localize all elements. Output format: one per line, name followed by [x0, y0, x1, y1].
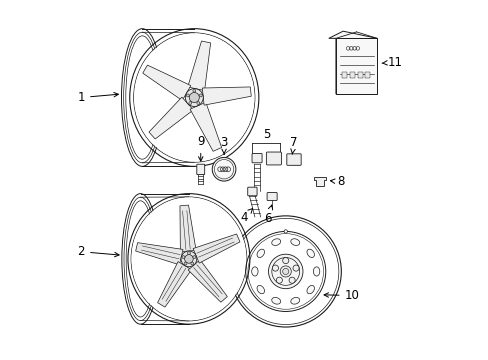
FancyBboxPatch shape [286, 154, 301, 165]
Ellipse shape [271, 297, 280, 304]
FancyBboxPatch shape [247, 187, 257, 196]
Ellipse shape [134, 33, 254, 162]
Text: 8: 8 [330, 175, 345, 188]
Polygon shape [328, 31, 376, 94]
Text: 5: 5 [262, 127, 269, 141]
Bar [349, 72, 354, 78]
Ellipse shape [290, 297, 299, 304]
Text: 2: 2 [78, 245, 119, 258]
Ellipse shape [290, 239, 299, 246]
Text: 9: 9 [197, 135, 204, 161]
Circle shape [182, 256, 184, 258]
Circle shape [288, 277, 295, 283]
Polygon shape [180, 205, 196, 252]
Circle shape [192, 89, 195, 92]
Text: 1: 1 [78, 91, 118, 104]
Polygon shape [314, 177, 325, 186]
Bar [341, 72, 346, 78]
Circle shape [186, 94, 189, 97]
Circle shape [187, 252, 190, 255]
Ellipse shape [131, 198, 246, 320]
Circle shape [282, 257, 288, 264]
Text: 3: 3 [220, 136, 227, 154]
Circle shape [181, 251, 196, 267]
Circle shape [268, 254, 303, 289]
FancyBboxPatch shape [266, 193, 277, 201]
Polygon shape [193, 234, 240, 263]
Circle shape [212, 157, 235, 181]
Circle shape [282, 269, 288, 275]
Circle shape [189, 93, 199, 103]
Text: 10: 10 [324, 289, 359, 302]
Bar [335, 39, 376, 94]
Polygon shape [188, 260, 227, 302]
FancyBboxPatch shape [266, 152, 281, 165]
Circle shape [193, 256, 195, 258]
Ellipse shape [251, 267, 258, 276]
Ellipse shape [271, 239, 280, 246]
Circle shape [292, 265, 299, 271]
Ellipse shape [306, 249, 314, 257]
Polygon shape [142, 65, 190, 100]
Polygon shape [149, 97, 193, 139]
Circle shape [190, 262, 193, 265]
Circle shape [272, 265, 278, 271]
FancyBboxPatch shape [196, 164, 204, 175]
Circle shape [183, 262, 186, 265]
Polygon shape [157, 262, 191, 307]
Circle shape [188, 102, 191, 104]
Bar [365, 72, 369, 78]
FancyBboxPatch shape [251, 153, 262, 163]
Circle shape [280, 266, 291, 277]
Ellipse shape [313, 267, 319, 276]
Ellipse shape [257, 249, 264, 257]
Polygon shape [135, 243, 183, 265]
Circle shape [214, 159, 233, 179]
Text: 4: 4 [240, 208, 252, 224]
Text: 6: 6 [264, 205, 272, 225]
Polygon shape [187, 41, 210, 90]
Circle shape [276, 277, 282, 283]
Polygon shape [190, 102, 221, 151]
Bar [357, 72, 362, 78]
Text: 7: 7 [290, 136, 297, 154]
Ellipse shape [257, 285, 264, 294]
Text: 11: 11 [381, 56, 402, 69]
Ellipse shape [306, 285, 314, 294]
Circle shape [197, 102, 199, 104]
Polygon shape [202, 87, 251, 105]
Circle shape [199, 94, 202, 97]
Circle shape [185, 89, 203, 107]
Circle shape [284, 230, 287, 233]
Circle shape [184, 255, 193, 263]
